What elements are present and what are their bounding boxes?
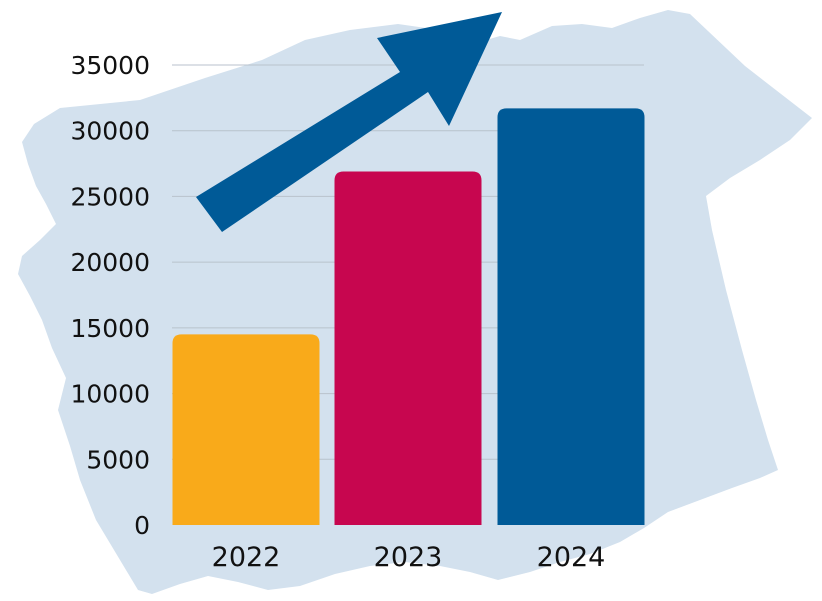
y-tick-label: 20000 [70,248,150,277]
x-category-label: 2023 [374,542,443,573]
x-category-label: 2024 [537,542,606,573]
bar-2023 [334,171,482,525]
y-tick-label: 10000 [70,380,150,409]
y-tick-label: 5000 [86,445,150,474]
y-tick-label: 30000 [70,117,150,146]
y-axis-ticks: 0 5000 10000 15000 20000 25000 30000 35000 [70,51,150,540]
x-category-label: 2022 [212,542,281,573]
bar-2024 [497,108,645,525]
bar-2022 [172,334,320,525]
y-tick-label: 25000 [70,182,150,211]
bars [172,108,645,525]
x-axis-labels: 2022 2023 2024 [212,542,606,573]
y-tick-label: 35000 [70,51,150,80]
y-tick-label: 15000 [70,314,150,343]
trend-arrow-up-icon [196,12,502,232]
y-tick-label: 0 [134,511,150,540]
